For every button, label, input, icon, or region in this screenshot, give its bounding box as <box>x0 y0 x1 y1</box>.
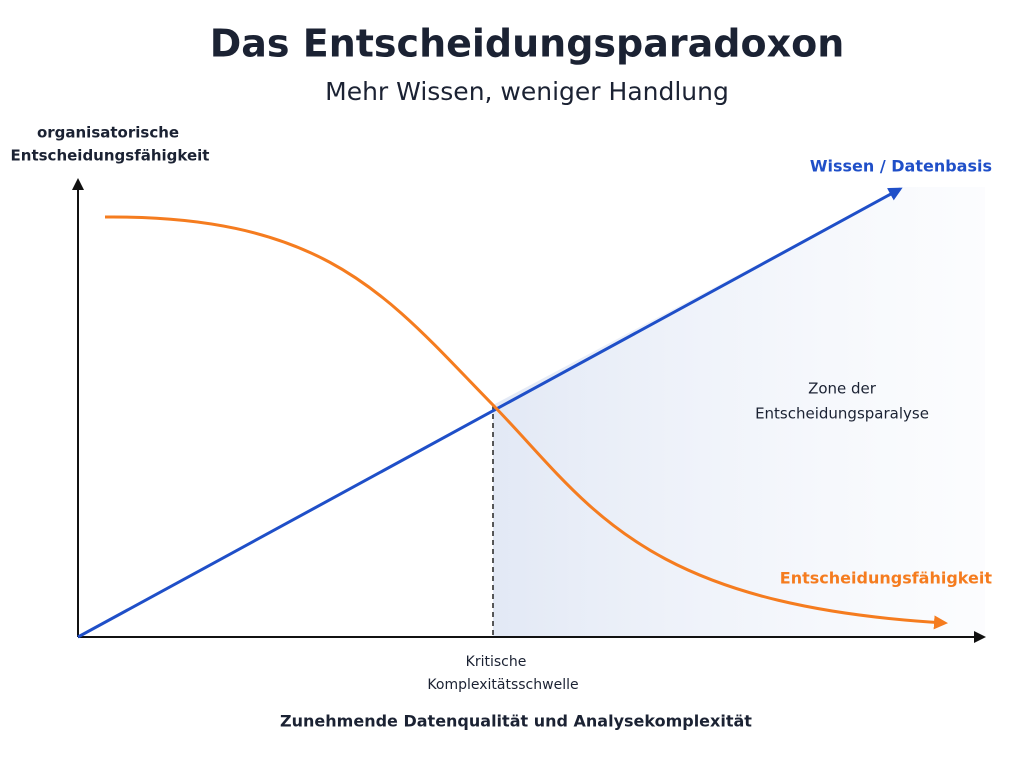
knowledge-label: Wissen / Datenbasis <box>810 157 992 176</box>
x-axis-label: Zunehmende Datenqualität und Analysekomp… <box>280 712 752 731</box>
threshold-label: Komplexitätsschwelle <box>427 677 578 693</box>
y-axis-label: Entscheidungsfähigkeit <box>11 147 210 165</box>
zone-label: Zone der <box>808 380 877 398</box>
paralysis-zone <box>493 187 985 637</box>
knowledge-line <box>77 187 903 639</box>
decision-curve <box>104 215 948 630</box>
title: Das Entscheidungsparadoxon <box>210 22 845 66</box>
decision-label: Entscheidungsfähigkeit <box>780 569 993 588</box>
subtitle: Mehr Wissen, weniger Handlung <box>325 77 729 106</box>
zone-label: Entscheidungsparalyse <box>755 405 929 423</box>
threshold-label: Kritische <box>466 654 527 670</box>
y-axis-label: organisatorische <box>37 124 179 142</box>
